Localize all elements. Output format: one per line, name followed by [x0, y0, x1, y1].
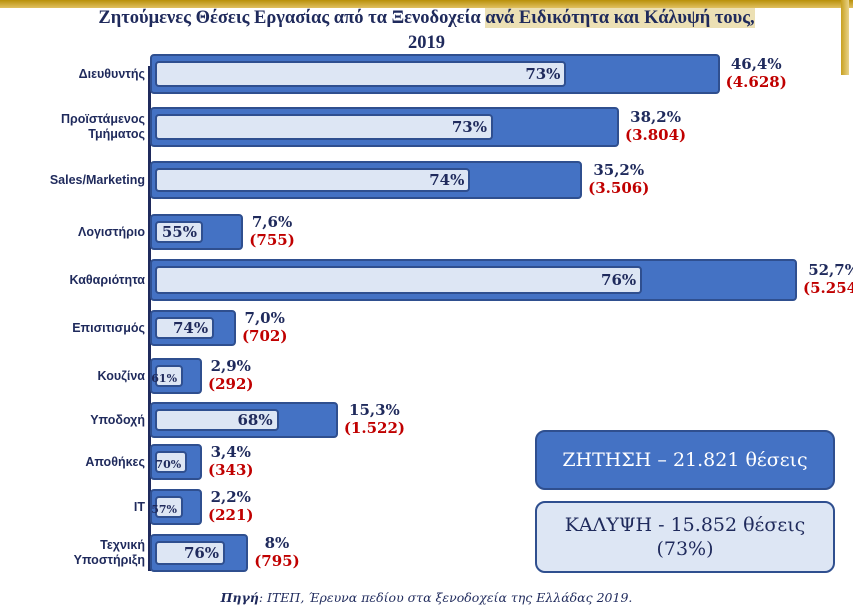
legend-coverage-label: ΚΑΛΥΨΗ - 15.852 θέσεις	[564, 514, 806, 536]
demand-bar: 73%	[150, 54, 720, 94]
coverage-label: 55%	[161, 223, 198, 241]
coverage-bar: 73%	[155, 114, 493, 140]
coverage-label: 76%	[183, 544, 220, 562]
category-label: Καθαριότητα	[69, 272, 146, 287]
source-note: Πηγή: ΙΤΕΠ, Έρευνα πεδίου στα ξενοδοχεία…	[0, 590, 853, 605]
share-label: 46,4%	[730, 55, 782, 73]
count-label: (795)	[254, 552, 300, 570]
category-label: Κουζίνα	[97, 368, 145, 383]
category-label: Λογιστήριο	[77, 224, 145, 239]
demand-bar: 74%	[150, 161, 583, 199]
coverage-label: 76%	[601, 271, 637, 289]
category-label: Αποθήκες	[85, 454, 145, 469]
coverage-bar: 74%	[155, 317, 215, 339]
coverage-label: 68%	[237, 411, 273, 429]
coverage-bar: 76%	[155, 541, 226, 565]
value-label: 15,3% (1.522)	[344, 401, 405, 437]
coverage-label: 61%	[151, 372, 178, 385]
demand-bar: 55%	[150, 214, 244, 250]
share-label: 15,3%	[349, 401, 400, 419]
share-label: 35,2%	[593, 161, 645, 179]
legend-coverage-pct: (73%)	[656, 538, 714, 560]
share-label: 3,4%	[210, 443, 251, 461]
category-label: Προϊστάμενος Τμήματος	[60, 112, 145, 141]
value-label: 35,2% (3.506)	[588, 161, 649, 197]
count-label: (5.254)	[803, 279, 853, 297]
coverage-label: 73%	[451, 118, 487, 136]
right-decor-bar	[841, 0, 849, 75]
coverage-label: 57%	[151, 503, 177, 516]
share-label: 8%	[264, 534, 290, 552]
count-label: (3.804)	[624, 126, 687, 144]
legend-demand: ΖΗΤΗΣΗ – 21.821 θέσεις	[535, 430, 835, 490]
share-label: 38,2%	[630, 108, 681, 126]
count-label: (343)	[208, 461, 254, 479]
count-label: (4.628)	[725, 73, 787, 91]
coverage-bar: 74%	[155, 168, 471, 192]
top-decor-bar	[0, 0, 853, 8]
demand-bar: 68%	[150, 402, 338, 438]
coverage-bar: 61%	[151, 365, 184, 387]
share-label: 7,0%	[244, 309, 285, 327]
category-label: Επισιτισμός	[72, 320, 145, 335]
category-label: Τεχνική Υποστήριξη	[73, 538, 145, 567]
source-text: : ΙΤΕΠ, Έρευνα πεδίου στα ξενοδοχεία της…	[258, 590, 633, 605]
legend-demand-label: ΖΗΤΗΣΗ – 21.821 θέσεις	[562, 449, 808, 471]
title-year: 2019	[408, 33, 445, 53]
coverage-bar: 68%	[155, 409, 279, 431]
value-label: 3,4% (343)	[208, 443, 254, 479]
value-label: 52,7%(5.254)	[803, 261, 853, 297]
coverage-bar: 57%	[151, 496, 183, 518]
count-label: (702)	[241, 327, 288, 345]
coverage-label: 74%	[173, 319, 209, 337]
share-label: 2,2%	[210, 488, 251, 506]
demand-bar: 57%	[150, 489, 202, 525]
demand-bar: 76%	[150, 259, 797, 301]
value-label: 2,9% (292)	[208, 357, 254, 393]
legend-coverage: ΚΑΛΥΨΗ - 15.852 θέσεις (73%)	[535, 501, 835, 573]
count-label: (3.506)	[588, 179, 650, 197]
share-label: 2,9%	[210, 357, 251, 375]
value-label: 7,0% (702)	[242, 309, 288, 345]
category-label: Διευθυντής	[78, 66, 145, 81]
demand-bar: 74%	[150, 310, 236, 346]
coverage-bar: 70%	[155, 451, 188, 473]
coverage-label: 73%	[525, 65, 561, 83]
coverage-bar: 55%	[155, 221, 204, 243]
y-axis	[148, 66, 151, 571]
value-label: 8% (795)	[254, 534, 300, 570]
category-label: Υποδοχή	[90, 412, 145, 427]
value-label: 7,6% (755)	[249, 213, 295, 249]
category-label: Sales/Marketing	[49, 172, 145, 187]
title-part1: Ζητούμενες Θέσεις Εργασίας από τα Ξενοδο…	[98, 8, 486, 28]
coverage-bar: 73%	[155, 61, 567, 87]
count-label: (221)	[208, 506, 254, 524]
demand-bar: 61%	[150, 358, 202, 394]
category-label: IT	[133, 499, 145, 514]
demand-bar: 76%	[150, 534, 249, 572]
coverage-bar: 76%	[155, 266, 643, 294]
demand-bar: 73%	[150, 107, 619, 147]
count-label: (755)	[249, 231, 295, 249]
title-part2: ανά Ειδικότητα και Κάλυψή τους,	[485, 8, 755, 28]
source-label: Πηγή	[220, 590, 259, 605]
value-label: 46,4% (4.628)	[726, 55, 787, 91]
chart-title: Ζητούμενες Θέσεις Εργασίας από τα Ξενοδο…	[0, 6, 853, 56]
value-label: 38,2% (3.804)	[625, 108, 686, 144]
value-label: 2,2% (221)	[208, 488, 254, 524]
count-label: (1.522)	[343, 419, 405, 437]
count-label: (292)	[208, 375, 254, 393]
share-label: 52,7%	[808, 261, 853, 279]
coverage-label: 74%	[429, 171, 465, 189]
share-label: 7,6%	[251, 213, 293, 231]
demand-bar: 70%	[150, 444, 202, 480]
coverage-label: 70%	[155, 458, 182, 471]
